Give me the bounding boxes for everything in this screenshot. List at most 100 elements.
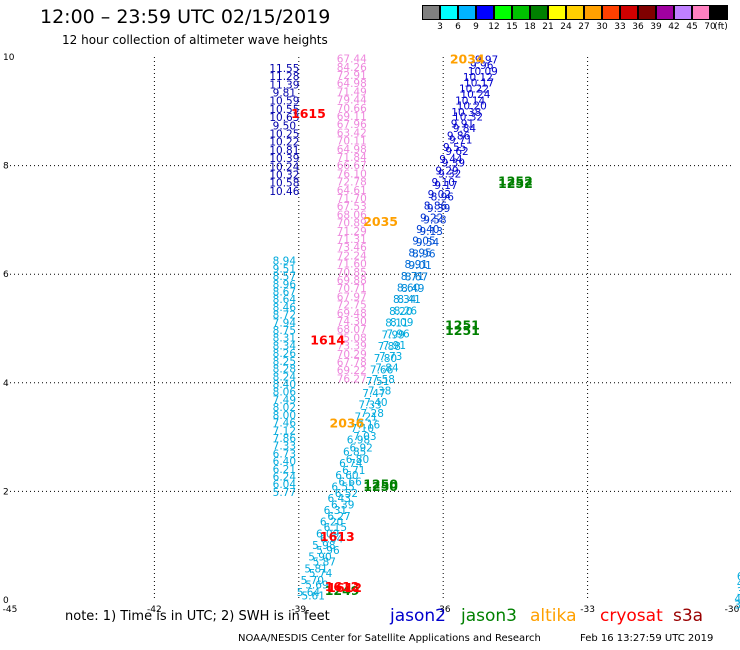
edge-value: 3.: [734, 599, 740, 611]
time-marker: 1615: [291, 106, 326, 121]
track-value: 8.71: [401, 271, 424, 283]
x-tick-label: -36: [436, 605, 451, 615]
y-tick-label: 6: [3, 270, 9, 280]
swh-value: 71.31: [337, 234, 367, 246]
track-value: 9.55: [443, 142, 466, 154]
track-value: 9.10: [432, 177, 455, 189]
swh-value: 70.11: [337, 136, 367, 148]
scale-swatch: [710, 5, 728, 20]
time-marker: 1614: [310, 332, 345, 347]
swh-value: 8.64: [273, 294, 297, 306]
swh-value: 71.84: [337, 152, 367, 164]
track-value: 10.32: [453, 112, 483, 124]
x-tick-label: -45: [3, 605, 18, 615]
track-value: 7.16: [357, 420, 381, 432]
scale-swatch: [656, 5, 674, 20]
legend-s3a: s3a: [673, 606, 704, 626]
swh-value: 64.61: [337, 185, 367, 197]
track-value: 9.97: [475, 55, 498, 67]
scale-swatch: [620, 5, 638, 20]
time-marker: 1612: [325, 579, 360, 594]
track-value: 9.84: [453, 123, 477, 135]
swh-value: 72.75: [337, 300, 367, 312]
track-value: 9.32: [438, 169, 461, 181]
track-value: 9.44: [439, 154, 463, 166]
track-value: 10.20: [457, 100, 487, 112]
track-value: 7.40: [364, 397, 387, 409]
track-value: 10.22: [459, 84, 489, 96]
time-marker: 2035: [363, 214, 398, 229]
y-tick-label: 2: [3, 487, 9, 497]
scale-swatch: [458, 5, 476, 20]
swh-value: 72.91: [337, 70, 367, 82]
time-marker: 1252: [498, 173, 533, 188]
scale-swatch: [440, 5, 458, 20]
swh-value: 11.28: [269, 71, 299, 83]
time-marker: 1250: [363, 479, 398, 494]
track-value: 6.27: [327, 511, 350, 523]
swh-value: 79.44: [337, 95, 367, 107]
scale-label: 42: [668, 22, 680, 32]
scale-label: 15: [506, 22, 518, 32]
track-value: 9.71: [449, 135, 472, 147]
swh-value: 9.50: [273, 120, 296, 132]
track-value: 9.91: [451, 119, 474, 131]
track-value: 9.54: [416, 237, 440, 249]
track-value: 7.28: [361, 408, 384, 420]
track-value: 7.88: [378, 341, 401, 353]
track-value: 9.96: [470, 60, 494, 72]
time-marker: 1251: [445, 323, 480, 338]
x-tick-label: -42: [147, 605, 162, 615]
swh-value: 7.46: [273, 418, 297, 430]
swh-value: 10.25: [269, 128, 299, 140]
track-value: 5.69: [305, 579, 328, 591]
y-tick-label: 10: [3, 53, 15, 63]
time-marker: 1250: [363, 476, 398, 491]
track-value: 9.86: [447, 130, 471, 142]
scale-label: 30: [596, 22, 608, 32]
scale-label: 39: [650, 22, 662, 32]
swh-value: 8.24: [273, 371, 297, 383]
track-value: 8.09: [390, 317, 413, 329]
track-value: 7.10: [351, 423, 374, 435]
track-value: 9.29: [435, 165, 458, 177]
swh-value: 69.11: [337, 111, 367, 123]
swh-value: 70.71: [337, 283, 367, 295]
track-value: 6.92: [349, 442, 372, 454]
track-value: 10.38: [451, 107, 481, 119]
track-value: 7.21: [354, 411, 377, 423]
swh-value: 70.66: [337, 103, 367, 115]
track-value: 6.43: [328, 493, 351, 505]
track-value: 8.60: [397, 283, 420, 295]
swh-value: 8.31: [273, 333, 296, 345]
track-value: 6.85: [343, 446, 366, 458]
swh-value: 72.78: [337, 177, 367, 189]
page-subtitle: 12 hour collection of altimeter wave hei…: [62, 33, 328, 47]
time-marker: 1251: [445, 318, 480, 333]
track-value: 6.66: [338, 477, 362, 489]
swh-value: 76.10: [337, 168, 367, 180]
x-tick-label: -39: [291, 605, 306, 615]
x-tick-label: -30: [725, 605, 740, 615]
swh-value: 10.22: [269, 137, 299, 149]
scale-label: 24: [560, 22, 572, 32]
scale-swatch: [422, 5, 440, 20]
track-value: 6.15: [324, 522, 347, 534]
swh-value: 69.22: [337, 365, 367, 377]
scale-label: 70: [704, 22, 716, 32]
scale-label: 6: [455, 22, 461, 32]
page-title: 12:00 – 23:59 UTC 02/15/2019: [40, 6, 331, 28]
swh-value: 63.42: [337, 127, 367, 139]
track-value: 9.62: [445, 146, 468, 158]
track-value: 10.12: [463, 72, 493, 84]
legend-cryosat: cryosat: [600, 606, 663, 626]
legend-jason3: jason3: [461, 606, 517, 626]
swh-value: 6.21: [273, 464, 296, 476]
track-value: 9.17: [434, 180, 457, 192]
swh-value: 76.27: [337, 373, 367, 385]
swh-value: 8.00: [273, 410, 296, 422]
swh-value: 69.88: [337, 275, 367, 287]
scale-swatch: [548, 5, 566, 20]
